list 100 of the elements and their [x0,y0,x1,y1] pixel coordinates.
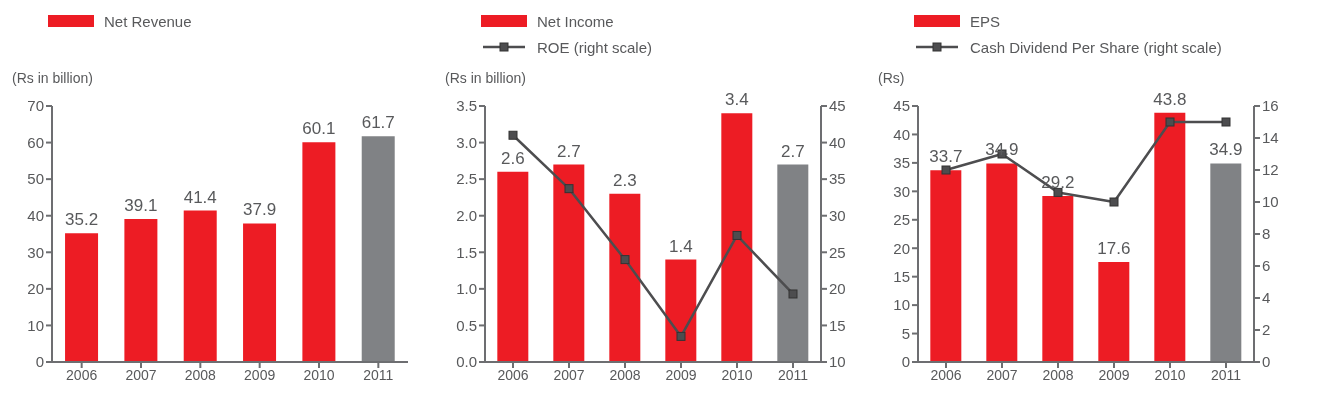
x-tick-label: 2007 [553,366,585,383]
data-label: 34.9 [985,140,1019,160]
bar [243,223,277,362]
x-tick-label: 2011 [777,366,809,383]
y-tick-label: 2.0 [456,207,477,225]
bar [665,259,697,362]
y-tick-label: 3.5 [456,97,477,115]
point [676,331,686,341]
y-tick-label: 60 [27,133,44,151]
y-tick-label: 70 [27,97,44,115]
x-tick-label: 2008 [609,366,641,383]
y2-tick-label: 0 [1262,353,1271,371]
point [732,230,742,240]
point [1053,187,1063,197]
point [1165,117,1175,127]
point [508,130,518,140]
legend-label: EPS [970,12,1001,30]
bar [721,113,753,362]
y-axis-title: (Rs) [878,70,905,86]
y2-tick-label: 15 [829,316,846,334]
point [564,184,574,194]
y-tick-label: 30 [893,182,910,200]
bar [1098,261,1130,362]
data-label: 29.2 [1041,172,1075,192]
point [1221,117,1231,127]
data-label: 43.8 [1153,89,1187,109]
data-label: 41.4 [183,187,217,207]
data-label: 2.3 [613,170,637,190]
y-tick-label: 40 [893,125,910,143]
y2-tick-label: 12 [1262,161,1279,179]
y-tick-label: 15 [893,267,910,285]
y2-tick-label: 10 [1262,193,1279,211]
data-label: 39.1 [124,196,158,216]
y2-tick-label: 16 [1262,97,1279,115]
y-tick-label: 50 [27,170,44,188]
x-tick-label: 2006 [66,366,98,383]
y2-tick-label: 30 [829,207,846,225]
y-tick-label: 0 [35,353,44,371]
data-label: 1.4 [669,236,693,256]
legend-label: Cash Dividend Per Share (right scale) [970,38,1222,56]
y2-tick-label: 10 [829,353,846,371]
x-tick-label: 2010 [1154,366,1186,383]
y-tick-label: 3.0 [456,133,477,151]
y2-tick-label: 45 [829,97,846,115]
y-tick-label: 1.5 [456,243,477,261]
data-label: 33.7 [929,147,963,167]
y2-tick-label: 6 [1262,257,1271,275]
y-tick-label: 10 [893,296,910,314]
y-tick-label: 45 [893,97,910,115]
x-tick-label: 2009 [1098,366,1130,383]
x-tick-label: 2010 [721,366,753,383]
point [941,165,951,175]
data-label: 17.6 [1097,238,1131,258]
bar [609,193,641,362]
x-tick-label: 2006 [497,366,529,383]
x-tick-label: 2009 [665,366,697,383]
bar [183,210,217,362]
y-axis-title: (Rs in billion) [444,70,527,88]
y-tick-label: 1.0 [456,280,477,298]
bar [497,171,529,362]
y2-tick-label: 8 [1262,225,1271,243]
bar [1154,112,1186,362]
point [1109,197,1119,207]
y-tick-label: 20 [893,239,910,257]
legend-label: ROE (right scale) [537,38,653,56]
bar [65,233,99,362]
data-label: 34.9 [1209,140,1243,160]
legend-label: Net Income [537,12,614,30]
y-axis-title: (Rs in billion) [11,70,94,88]
y-tick-label: 30 [27,243,44,261]
bar [361,136,395,362]
y2-tick-label: 40 [829,133,846,151]
legend-label: Net Revenue [104,12,192,30]
bar [302,142,336,362]
bar [777,164,809,362]
x-tick-label: 2007 [986,366,1018,383]
y-tick-label: 0.0 [456,353,477,371]
y2-tick-label: 14 [1262,129,1279,147]
x-tick-label: 2011 [363,366,394,383]
y-tick-label: 40 [27,207,44,225]
y-tick-label: 0 [901,353,910,371]
bar [124,219,158,362]
bar [553,164,585,362]
x-tick-label: 2007 [125,366,157,383]
x-tick-label: 2006 [930,366,962,383]
y-tick-label: 25 [893,211,910,229]
bar [1210,163,1242,362]
data-label: 2.7 [557,141,581,161]
y-tick-label: 5 [901,324,910,342]
data-label: 2.7 [781,141,805,161]
bar [930,170,962,362]
x-tick-label: 2009 [244,366,276,383]
y-tick-label: 35 [893,154,910,172]
bar [1042,195,1074,362]
x-tick-label: 2008 [1042,366,1074,383]
data-label: 37.9 [243,200,277,220]
y2-tick-label: 2 [1262,321,1271,339]
y2-tick-label: 4 [1262,289,1271,307]
x-tick-label: 2011 [1210,366,1242,383]
data-label: 2.6 [501,148,525,168]
